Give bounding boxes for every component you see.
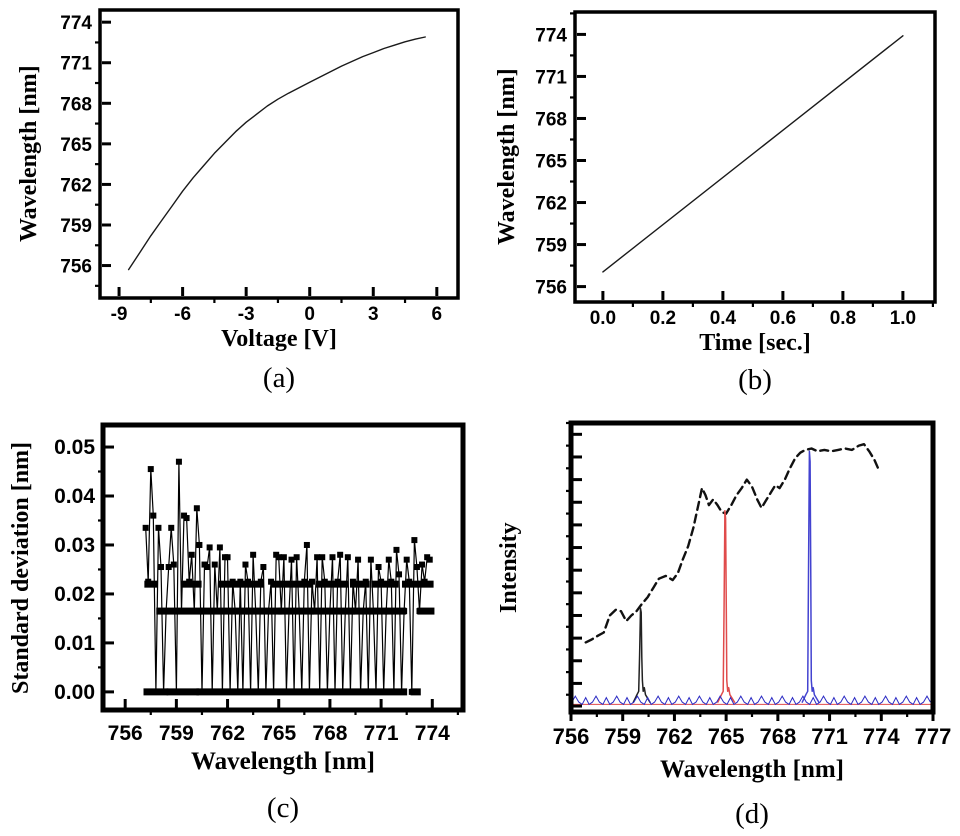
svg-text:774: 774 [415, 722, 450, 745]
svg-text:765: 765 [708, 724, 745, 749]
svg-text:759: 759 [60, 216, 92, 237]
svg-text:768: 768 [312, 722, 347, 745]
x-axis-label-b: Time [sec.] [699, 330, 811, 356]
y-axis-label-b: Wavelength [nm] [494, 68, 520, 246]
svg-text:762: 762 [60, 175, 92, 196]
svg-text:771: 771 [60, 54, 92, 75]
svg-text:768: 768 [759, 724, 796, 749]
svg-text:-6: -6 [174, 304, 191, 325]
svg-text:768: 768 [535, 109, 567, 130]
svg-text:0.02: 0.02 [54, 583, 95, 606]
svg-text:771: 771 [535, 67, 567, 88]
svg-text:771: 771 [364, 722, 399, 745]
svg-text:759: 759 [535, 236, 567, 257]
svg-text:762: 762 [656, 724, 693, 749]
svg-text:774: 774 [535, 25, 567, 46]
svg-text:6: 6 [432, 304, 443, 325]
svg-text:0.01: 0.01 [54, 632, 95, 655]
chart-c: 756 759 762 765 768 771 774 0.00 0.01 0.02 0.03 0.0… [54, 422, 466, 745]
svg-text:0.0: 0.0 [590, 308, 616, 329]
svg-text:1.0: 1.0 [890, 308, 916, 329]
svg-text:0: 0 [304, 304, 315, 325]
panel-caption-a: (a) [262, 362, 296, 394]
svg-text:762: 762 [535, 194, 567, 215]
y-axis-label-d: Intensity [496, 522, 522, 613]
svg-text:-3: -3 [238, 304, 255, 325]
svg-text:765: 765 [535, 152, 567, 173]
svg-text:0.2: 0.2 [650, 308, 676, 329]
panel-d: 756 759 762 765 768 771 774 777 Intensity Wavel… [480, 400, 960, 836]
svg-text:768: 768 [60, 94, 92, 115]
panel-b: 0.0 0.2 0.4 0.6 0.8 1.0 756 759 762 765 768 771 774 … [480, 0, 960, 400]
panel-caption-b: (b) [738, 364, 772, 396]
svg-text:756: 756 [108, 722, 143, 745]
svg-text:0.8: 0.8 [830, 308, 856, 329]
svg-text:774: 774 [60, 13, 92, 34]
svg-text:756: 756 [535, 278, 567, 299]
svg-text:759: 759 [159, 722, 194, 745]
svg-text:756: 756 [60, 257, 92, 278]
x-axis-label-d: Wavelength [nm] [659, 756, 845, 783]
x-axis-label-a: Voltage [V] [221, 326, 337, 352]
chart-d: 756 759 762 765 768 771 774 777 [553, 420, 952, 749]
panel-c: 756 759 762 765 768 771 774 0.00 0.01 0.02 0.03 0.0… [0, 400, 480, 836]
svg-text:774: 774 [863, 724, 900, 749]
svg-text:759: 759 [604, 724, 641, 749]
y-axis-label-a: Wavelength [nm] [16, 65, 42, 243]
svg-text:765: 765 [60, 135, 92, 156]
chart-b: 0.0 0.2 0.4 0.6 0.8 1.0 756 759 762 765 768 771 774 [535, 10, 937, 329]
svg-text:0.00: 0.00 [54, 681, 95, 704]
svg-text:777: 777 [915, 724, 952, 749]
svg-text:765: 765 [261, 722, 296, 745]
panel-a: -9 -6 -3 0 3 6 756 759 762 765 768 771 774 Wavelengt… [0, 0, 480, 400]
svg-text:3: 3 [368, 304, 379, 325]
chart-a: -9 -6 -3 0 3 6 756 759 762 765 768 771 774 [60, 8, 460, 325]
panel-caption-d: (d) [735, 798, 769, 830]
panel-caption-c: (c) [266, 792, 300, 824]
svg-text:771: 771 [811, 724, 848, 749]
x-axis-label-c: Wavelength [nm] [190, 748, 376, 775]
svg-text:0.6: 0.6 [770, 308, 796, 329]
svg-text:756: 756 [553, 724, 590, 749]
y-axis-label-c: Standard deviation [nm] [8, 441, 34, 694]
svg-text:762: 762 [210, 722, 245, 745]
svg-text:0.05: 0.05 [54, 436, 95, 459]
svg-text:0.4: 0.4 [710, 308, 737, 329]
svg-text:0.04: 0.04 [54, 485, 95, 508]
svg-text:0.03: 0.03 [54, 534, 95, 557]
svg-text:-9: -9 [111, 304, 128, 325]
